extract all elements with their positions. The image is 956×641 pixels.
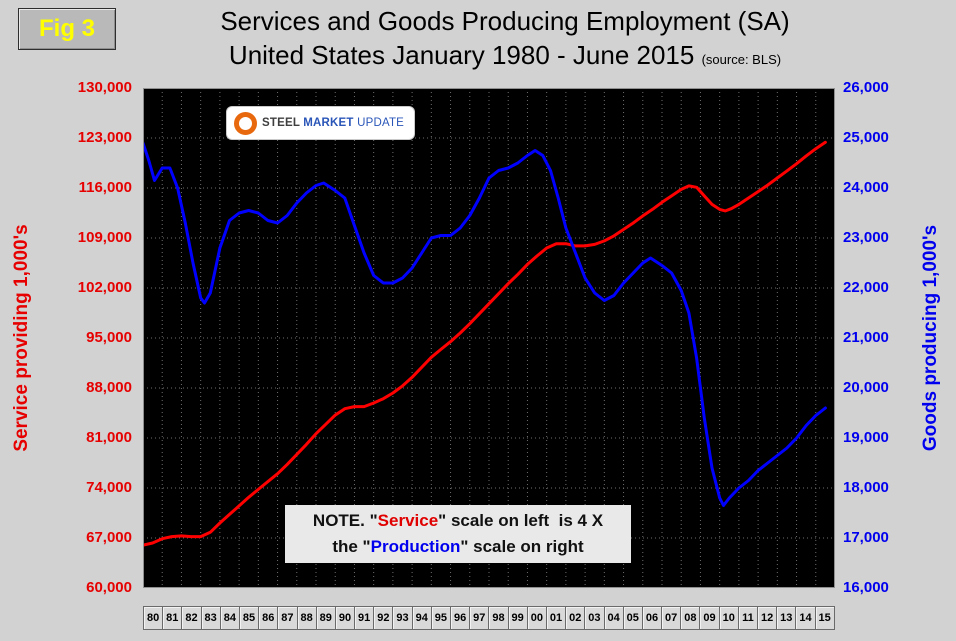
chart-title-block: Services and Goods Producing Employment … — [54, 4, 956, 77]
x-axis-label: 87 — [277, 606, 298, 630]
note-line1-prefix: NOTE. " — [312, 511, 378, 530]
note-line1: NOTE. "Service" scale on left is 4 X — [313, 508, 603, 534]
x-axis-label: 03 — [584, 606, 605, 630]
x-axis-label: 11 — [737, 606, 758, 630]
service-providing-line — [143, 140, 827, 547]
x-axis-label: 99 — [507, 606, 528, 630]
chart-title: Services and Goods Producing Employment … — [220, 6, 790, 36]
x-axis-label: 15 — [814, 606, 835, 630]
x-axis-label: 89 — [315, 606, 336, 630]
source-note: (source: BLS) — [701, 52, 782, 67]
note-service-word: Service — [377, 511, 439, 530]
left-axis-tick-label: 116,000 — [78, 179, 132, 196]
chart-svg — [143, 88, 835, 588]
left-axis-tick-label: 67,000 — [86, 529, 132, 546]
right-axis-tick-label: 18,000 — [843, 479, 889, 496]
logo-word-market: MARKET — [303, 117, 354, 129]
note-line1-suffix: " scale on left is 4 X — [438, 511, 604, 530]
x-axis-label: 86 — [258, 606, 279, 630]
x-axis-label: 84 — [219, 606, 240, 630]
figure-label: Fig 3 — [18, 8, 116, 50]
x-axis-label: 82 — [181, 606, 202, 630]
x-axis-label: 09 — [699, 606, 720, 630]
x-axis-label: 12 — [757, 606, 778, 630]
plot-area: STEEL MARKET UPDATE NOTE. "Service" scal… — [143, 88, 835, 588]
left-axis-tick-label: 109,000 — [77, 229, 132, 246]
left-axis-tick-label: 88,000 — [86, 379, 132, 396]
x-axis-label: 91 — [354, 606, 375, 630]
left-axis-title: Service providing 1,000's — [11, 224, 32, 452]
logo-circle-icon — [234, 111, 257, 135]
x-axis-label: 83 — [200, 606, 221, 630]
right-axis-title: Goods producing 1,000's — [920, 224, 941, 452]
left-axis-tick-label: 95,000 — [86, 329, 132, 346]
note-line2-suffix: " scale on right — [460, 537, 584, 556]
x-axis-label: 93 — [392, 606, 413, 630]
x-axis-label: 85 — [238, 606, 260, 630]
x-axis-label: 81 — [162, 606, 183, 630]
chart-subtitle: United States January 1980 - June 2015 (… — [54, 38, 956, 77]
left-axis-tick-label: 102,000 — [77, 279, 132, 296]
x-axis-label: 96 — [450, 606, 471, 630]
x-axis-label: 01 — [545, 606, 567, 630]
x-axis-label: 94 — [411, 606, 432, 630]
x-axis-label: 06 — [641, 606, 663, 630]
x-axis-label: 05 — [622, 606, 643, 630]
x-axis-label: 98 — [488, 606, 509, 630]
x-axis-label: 95 — [430, 606, 451, 630]
x-axis-label: 80 — [143, 606, 164, 630]
x-axis-label: 04 — [603, 606, 624, 630]
right-axis-tick-label: 17,000 — [843, 529, 889, 546]
left-axis-tick-label: 74,000 — [86, 479, 132, 496]
x-axis-label: 08 — [680, 606, 701, 630]
x-axis-label: 10 — [718, 606, 739, 630]
left-axis-tick-label: 123,000 — [77, 129, 132, 146]
right-axis-tick-label: 26,000 — [843, 79, 889, 96]
note-production-word: Production — [370, 537, 461, 556]
chart-subtitle-text: United States January 1980 - June 2015 — [228, 40, 695, 70]
right-axis-tick-label: 16,000 — [843, 579, 889, 596]
left-axis-tick-label: 130,000 — [77, 79, 132, 96]
x-axis-label: 07 — [661, 606, 682, 630]
logo-word-steel: STEEL — [262, 117, 300, 129]
x-axis-label: 02 — [565, 606, 586, 630]
x-axis-label: 97 — [469, 606, 490, 630]
left-axis-tick-label: 60,000 — [86, 579, 132, 596]
x-axis-label: 14 — [795, 606, 816, 630]
logo-text: STEEL MARKET UPDATE — [262, 117, 404, 129]
note-line2: the "Production" scale on right — [332, 534, 583, 560]
note-box: NOTE. "Service" scale on left is 4 X the… — [285, 505, 631, 563]
left-axis-tick-label: 81,000 — [86, 429, 132, 446]
logo-word-update: UPDATE — [357, 117, 405, 129]
right-axis-tick-label: 25,000 — [843, 129, 889, 146]
note-line2-prefix: the " — [332, 537, 371, 556]
x-axis-label: 90 — [334, 606, 356, 630]
goods-producing-line — [143, 141, 827, 507]
x-axis-labels: 80 81 82 83 84 85 86 87 88 89 90 91 92 93 94 95 96 97 98 99… — [143, 606, 835, 630]
x-axis-label: 92 — [373, 606, 394, 630]
x-axis-label: 88 — [296, 606, 317, 630]
x-axis-label: 13 — [776, 606, 797, 630]
x-axis-label: 00 — [526, 606, 547, 630]
steel-market-update-logo: STEEL MARKET UPDATE — [227, 107, 415, 139]
right-axis-tick-label: 24,000 — [843, 179, 889, 196]
